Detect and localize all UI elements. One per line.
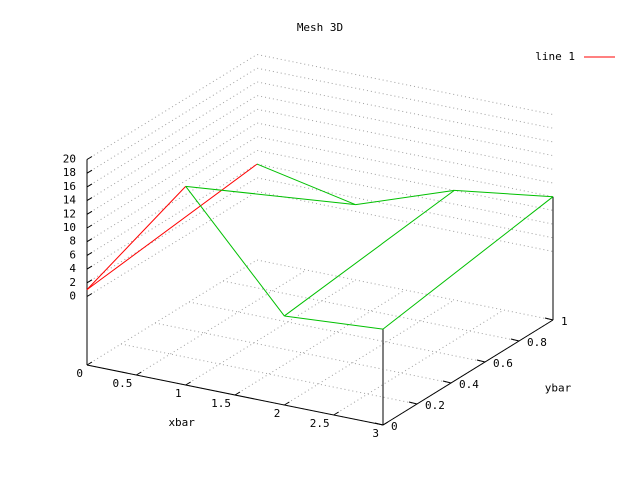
x-tick: [333, 411, 339, 416]
x-axis: [86, 364, 384, 426]
y-tick: [476, 359, 486, 363]
x-tick-label: 0: [76, 367, 83, 380]
y-tick: [544, 317, 554, 321]
z-tick: [86, 265, 93, 270]
mesh-edge: [382, 196, 554, 330]
z-tick-label: 2: [69, 276, 76, 289]
x-tick: [284, 401, 290, 406]
z-tick-label: 14: [63, 194, 77, 207]
z-tick-label: 10: [63, 221, 76, 234]
y-tick: [442, 380, 452, 384]
chart-title: Mesh 3D: [297, 21, 343, 34]
z-tick: [86, 238, 93, 243]
x-tick: [185, 381, 191, 386]
x-tick: [136, 371, 142, 376]
y-tick-label: 0: [391, 420, 398, 433]
z-tick: [86, 224, 93, 229]
x-tick-label: 1.5: [211, 397, 231, 410]
x-tick-label: 2.5: [310, 417, 330, 430]
x-tick-label: 1: [175, 387, 182, 400]
y-tick-label: 0.8: [527, 336, 547, 349]
mesh-edge: [86, 186, 187, 290]
z-tick: [86, 293, 93, 297]
legend-label: line 1: [535, 50, 575, 63]
z-tick: [86, 279, 93, 284]
z-tick-label: 20: [63, 153, 76, 166]
x-tick-label: 0.5: [112, 377, 132, 390]
y-axis: [382, 319, 554, 426]
z-tick: [86, 183, 93, 188]
z-tick-label: 8: [69, 235, 76, 248]
z-tick-label: 4: [69, 262, 76, 275]
mesh-edge: [284, 315, 384, 330]
y-tick-label: 0.6: [493, 357, 513, 370]
z-tick-label: 16: [63, 180, 76, 193]
mesh-edge: [355, 189, 455, 206]
z-tick-label: 0: [69, 290, 76, 303]
x-tick: [86, 361, 93, 366]
x-tick-label: 2: [274, 407, 281, 420]
y-tick-label: 1: [561, 315, 568, 328]
z-tick: [86, 169, 93, 174]
z-tick-label: 6: [69, 248, 76, 261]
mesh-edge: [185, 186, 285, 317]
z-tick: [86, 210, 93, 215]
z-tick-label: 12: [63, 207, 76, 220]
mesh-edge: [454, 189, 554, 198]
z-tick: [86, 197, 93, 202]
mesh-edge: [185, 185, 356, 206]
y-tick-label: 0.4: [459, 378, 479, 391]
y-tick: [408, 401, 418, 405]
y-tick-label: 0.2: [425, 399, 445, 412]
y-tick: [510, 338, 520, 342]
x-tick: [234, 391, 241, 396]
mesh-edge: [86, 163, 258, 291]
x-axis-label: xbar: [168, 416, 195, 429]
mesh-edge: [256, 163, 356, 206]
z-tick: [86, 156, 93, 160]
z-tick-label: 18: [63, 166, 76, 179]
y-axis-label: ybar: [545, 382, 572, 395]
z-tick: [86, 251, 93, 256]
x-tick-label: 3: [372, 427, 379, 440]
mesh-edge: [284, 189, 455, 317]
